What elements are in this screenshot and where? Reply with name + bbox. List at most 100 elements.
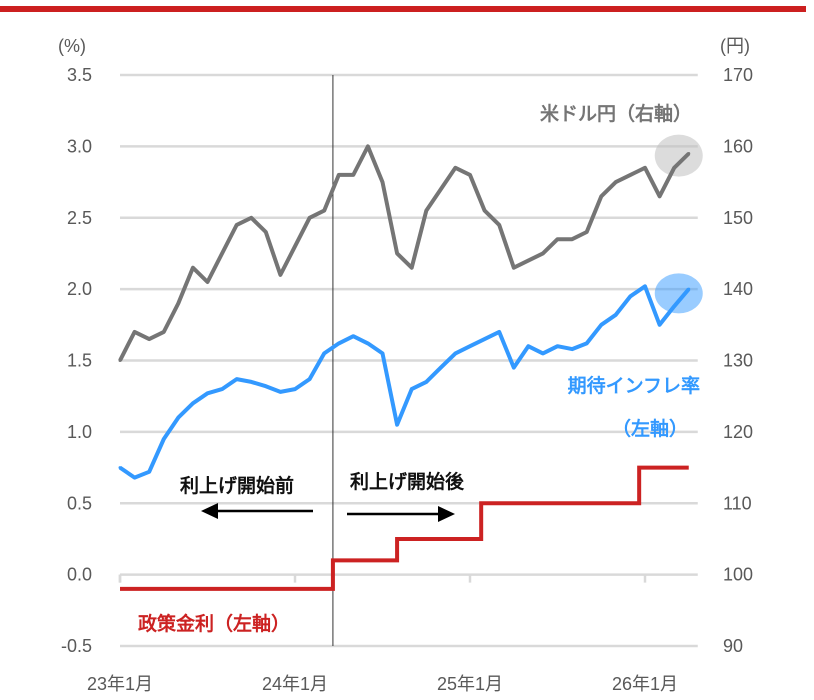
data-point [570, 237, 574, 241]
data-point [147, 337, 151, 341]
data-point [614, 313, 618, 317]
data-point [249, 216, 253, 220]
x-tick-label: 25年1月 [437, 674, 503, 694]
data-point [453, 351, 457, 355]
right-tick-label: 170 [723, 65, 753, 85]
data-point [687, 287, 691, 291]
data-point [628, 294, 632, 298]
data-point [643, 284, 647, 288]
data-point [643, 166, 647, 170]
left-axis-unit: (%) [58, 36, 86, 56]
data-point [439, 187, 443, 191]
data-point [220, 251, 224, 255]
data-point [366, 144, 370, 148]
data-point [249, 380, 253, 384]
data-point [118, 466, 122, 470]
left-tick-label: 1.5 [67, 351, 92, 371]
right-tick-label: 130 [723, 351, 753, 371]
x-tick-label: 23年1月 [87, 674, 153, 694]
data-point [599, 194, 603, 198]
data-point [658, 194, 662, 198]
data-point [585, 230, 589, 234]
data-point [293, 387, 297, 391]
data-point [278, 390, 282, 394]
data-point [147, 470, 151, 474]
data-point [541, 351, 545, 355]
data-point [366, 341, 370, 345]
data-point [162, 437, 166, 441]
data-point [206, 391, 209, 395]
data-point [468, 344, 472, 348]
usdjpy-label: 米ドル円（右軸） [540, 102, 692, 125]
data-point [483, 209, 487, 213]
left-tick-label: 2.0 [67, 279, 92, 299]
data-point [556, 237, 559, 241]
data-point [453, 166, 457, 170]
data-point [468, 173, 472, 177]
inflation-line [118, 284, 691, 480]
x-tick-label: 24年1月 [262, 674, 328, 694]
left-tick-label: 3.0 [67, 136, 92, 156]
left-tick-label: 2.5 [67, 208, 92, 228]
data-point [264, 230, 268, 234]
data-point [351, 334, 355, 338]
left-tick-label: 1.0 [67, 422, 92, 442]
data-point [410, 266, 414, 270]
data-point [556, 344, 559, 348]
data-point [381, 180, 384, 184]
data-point [220, 387, 224, 391]
data-point [395, 423, 399, 427]
x-tick-label: 26年1月 [612, 674, 678, 694]
left-tick-label: 3.5 [67, 65, 92, 85]
right-tick-label: 140 [723, 279, 753, 299]
inflation-highlight-circle [654, 273, 703, 314]
right-tick-label: 110 [723, 493, 752, 513]
data-point [541, 251, 545, 255]
data-point [337, 341, 341, 345]
data-point [235, 377, 239, 381]
usdjpy-line [118, 144, 691, 362]
data-point [206, 280, 209, 284]
data-point [308, 377, 312, 381]
data-point [526, 344, 530, 348]
right-tick-label: 90 [723, 636, 743, 656]
data-point [570, 347, 574, 351]
data-point [337, 173, 341, 177]
data-point [410, 387, 414, 391]
data-point [483, 337, 487, 341]
data-point [133, 476, 137, 480]
data-point [308, 216, 312, 220]
data-point [133, 330, 137, 334]
data-point [381, 351, 384, 355]
data-point [424, 209, 428, 213]
usdjpy-highlight-circle [654, 134, 703, 177]
data-point [395, 251, 399, 255]
data-point [672, 166, 676, 170]
data-point [176, 301, 180, 305]
data-point [658, 323, 662, 327]
policy-rate-label: 政策金利（左軸） [138, 612, 290, 635]
inflation-axis-label: （左軸） [612, 417, 688, 440]
right-tick-label: 100 [723, 565, 753, 585]
data-point [512, 266, 516, 270]
policy-rate-line [120, 465, 689, 591]
right-axis-unit: (円) [720, 36, 750, 56]
data-point [497, 223, 501, 227]
right-tick-label: 160 [723, 136, 753, 156]
data-point [614, 180, 618, 184]
data-point [512, 366, 516, 370]
data-point [322, 209, 326, 213]
left-tick-label: 0.0 [67, 565, 92, 585]
data-point [585, 341, 589, 345]
data-point [351, 173, 355, 177]
right-tick-label: 150 [723, 208, 753, 228]
left-tick-label: 0.5 [67, 493, 92, 513]
data-point [264, 384, 268, 388]
data-point [191, 401, 195, 405]
data-point [176, 416, 180, 420]
data-point [191, 266, 195, 270]
data-point [424, 380, 428, 384]
data-point [278, 273, 282, 277]
data-point [497, 330, 501, 334]
top-accent-bar [0, 6, 806, 12]
